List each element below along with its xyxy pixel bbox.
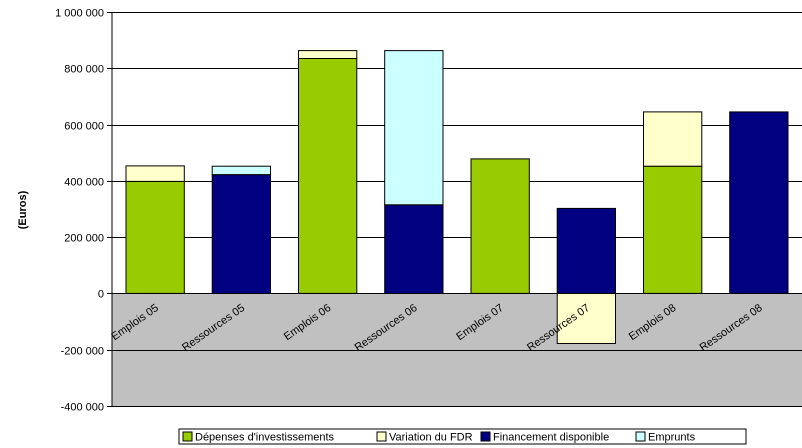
bar-segment <box>211 174 271 294</box>
legend-label: Financement disponible <box>493 432 609 444</box>
y-tick-label: 1 000 000 <box>55 8 104 20</box>
legend-swatch <box>376 431 387 442</box>
y-tick-label: -400 000 <box>61 402 104 414</box>
y-tick-label: 0 <box>98 289 104 301</box>
legend: Dépenses d'investissements Variation du F… <box>178 428 747 445</box>
legend-box <box>178 428 747 445</box>
bars <box>125 50 789 344</box>
legend-label: Emprunts <box>648 432 696 444</box>
bar-segment <box>298 57 358 294</box>
legend-label: Variation du FDR <box>389 432 473 444</box>
legend-swatch <box>182 431 193 442</box>
bar-segment <box>556 207 617 294</box>
bar-segment <box>384 50 444 206</box>
bar-segment <box>125 180 185 294</box>
y-tick-label: 800 000 <box>64 64 104 76</box>
bar-segment <box>470 158 530 294</box>
y-axis-ticks: 1 000 000 800 000 600 000 400 000 200 000 0 -2… <box>55 8 112 414</box>
y-axis-label: (Euros) <box>17 190 29 229</box>
y-tick-label: 200 000 <box>64 233 104 245</box>
bar-segment <box>211 165 271 176</box>
bar-segment <box>729 111 789 294</box>
y-tick-label: 600 000 <box>64 121 104 133</box>
bar-segment <box>384 204 444 294</box>
bar-segment <box>643 165 703 294</box>
bar-segment <box>125 165 185 182</box>
legend-swatch <box>635 431 646 442</box>
bar-segment <box>298 50 358 59</box>
legend-label: Dépenses d'investissements <box>195 432 335 444</box>
bar-segment <box>556 292 617 344</box>
legend-swatch <box>480 431 491 442</box>
y-tick-label: -200 000 <box>61 346 104 358</box>
y-tick-label: 400 000 <box>64 177 104 189</box>
bar-segment <box>643 111 703 167</box>
